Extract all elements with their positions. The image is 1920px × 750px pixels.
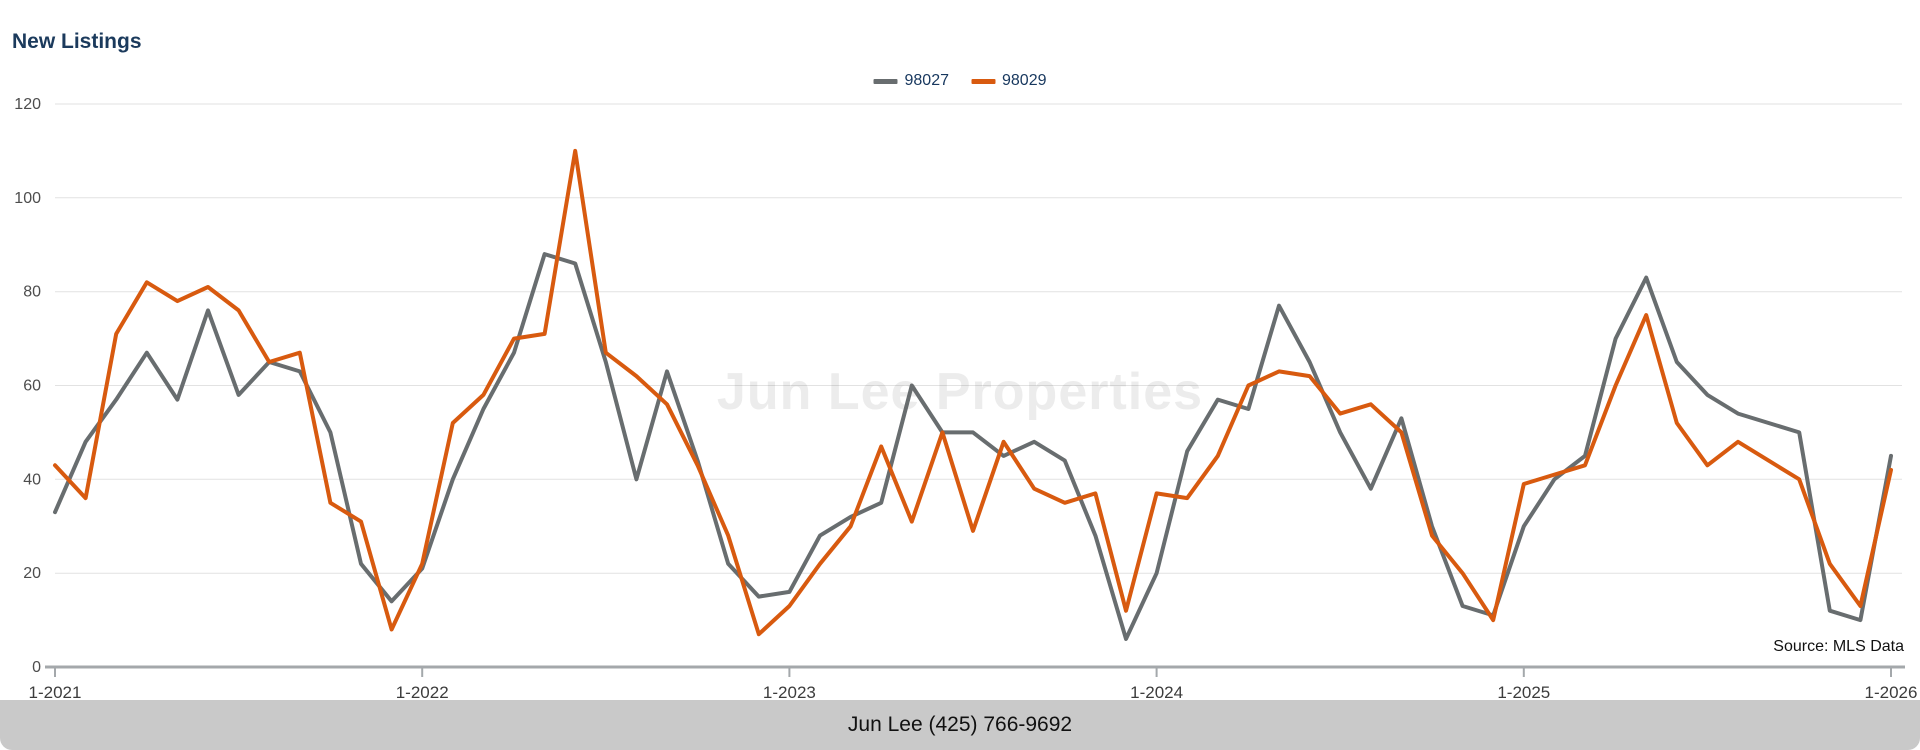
footer-bar: Jun Lee (425) 766-9692: [0, 700, 1920, 750]
chart-legend: 98027 98029: [873, 72, 1047, 90]
svg-text:80: 80: [23, 284, 41, 301]
svg-text:1-2023: 1-2023: [763, 683, 816, 700]
svg-text:20: 20: [23, 565, 41, 582]
svg-text:1-2025: 1-2025: [1497, 683, 1550, 700]
svg-text:120: 120: [14, 96, 41, 113]
line-chart-canvas: 0 20 40 60 80 100 120 1-2021 1-2022 1-2023 1-2024 1…: [14, 96, 1918, 700]
legend-item-98027[interactable]: 98027: [873, 72, 950, 90]
svg-text:0: 0: [32, 659, 41, 676]
legend-item-98029[interactable]: 98029: [971, 72, 1047, 90]
chart-area: 0 20 40 60 80 100 120 1-2021 1-2022 1-2023 1-2024 1…: [12, 30, 1918, 700]
svg-text:100: 100: [14, 190, 41, 207]
svg-text:40: 40: [23, 471, 41, 488]
chart-title: New Listings: [12, 30, 142, 53]
series-98029-swatch-icon: [971, 78, 995, 84]
series-98027-swatch-icon: [873, 78, 898, 84]
footer-contact-text: Jun Lee (425) 766-9692: [847, 713, 1073, 736]
svg-text:1-2022: 1-2022: [396, 683, 449, 700]
svg-text:1-2024: 1-2024: [1130, 683, 1183, 700]
source-attribution: Source: MLS Data: [1773, 638, 1904, 655]
legend-label-98027: 98027: [904, 72, 950, 89]
svg-text:60: 60: [23, 378, 41, 395]
svg-text:1-2026: 1-2026: [1865, 683, 1918, 700]
svg-text:1-2021: 1-2021: [29, 683, 82, 700]
legend-label-98029: 98029: [1002, 72, 1047, 89]
